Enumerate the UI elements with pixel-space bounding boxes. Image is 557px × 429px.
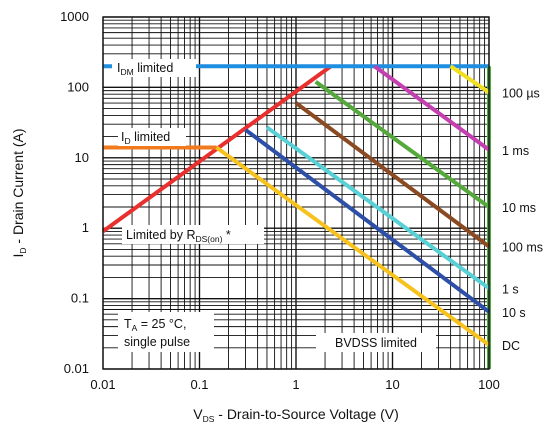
ta-rest: = 25 °C, [137,317,186,331]
svg-text:ID limited: ID limited [121,130,170,146]
series-line-7 [294,101,491,249]
y-tick-label: 1 [82,220,89,235]
series-line-6 [314,80,491,209]
series-line-8 [265,125,491,290]
idm-rest: limited [134,61,174,75]
right-label: DC [502,339,520,353]
right-label: 100 ms [502,240,543,254]
rds-sub: DS(on) [195,234,222,244]
x-tick-label: 0.1 [190,377,208,392]
tick-labels: 0.01 0.1 1 10 100 1000 100 10 1 0.1 0.01 [60,9,500,392]
ta-annotation: TA = 25 °C, single pulse [118,312,214,352]
series-line-10 [215,145,491,347]
right-label: 10 s [502,306,526,320]
single-pulse-label: single pulse [124,335,190,349]
x-tick-label: 1 [292,377,299,392]
rds-main: Limited by R [126,228,195,242]
bvdss-label: BVDSS limited [335,336,417,350]
bvdss-annotation: BVDSS limited [316,333,436,352]
rds-rest: * [222,228,230,242]
y-tick-label: 0.01 [64,361,89,376]
right-label: 100 µs [502,86,540,100]
id-sub: D [124,136,130,146]
ta-sub: A [132,323,138,333]
right-label: 10 ms [502,201,536,215]
id-main: I [121,130,124,144]
idm-main: I [117,61,120,75]
y-axis-title: ID - Drain Current (A) [10,128,28,257]
ta-main: T [124,317,132,331]
series-line-9 [244,128,491,314]
x-tick-label: 0.01 [90,377,115,392]
rds-limited-annotation: Limited by RDS(on) * [122,225,264,244]
x-tick-label: 100 [478,377,500,392]
y-tick-label: 1000 [60,9,89,24]
y-tick-label: 100 [67,79,89,94]
idm-sub: DM [120,67,133,77]
id-rest: limited [131,130,171,144]
x-tick-label: 10 [385,377,399,392]
right-labels: 100 µs 1 ms 10 ms 100 ms 1 s 10 s DC [502,86,543,353]
right-label: 1 ms [502,144,529,158]
right-label: 1 s [502,282,519,296]
svg-text:Limited by RDS(on) *: Limited by RDS(on) * [126,228,231,244]
series-line-4 [449,64,491,95]
series-line-5 [373,64,491,152]
y-tick-label: 0.1 [71,291,89,306]
svg-text:TA = 25 °C,: TA = 25 °C, [124,317,186,333]
y-tick-label: 10 [75,150,89,165]
x-axis-title: VDS - Drain-to-Source Voltage (V) [193,406,399,424]
svg-text:IDM limited: IDM limited [117,61,173,77]
id-limited-annotation: ID limited [118,128,186,146]
plot-frame [102,16,490,370]
idm-limited-annotation: IDM limited [112,59,196,77]
